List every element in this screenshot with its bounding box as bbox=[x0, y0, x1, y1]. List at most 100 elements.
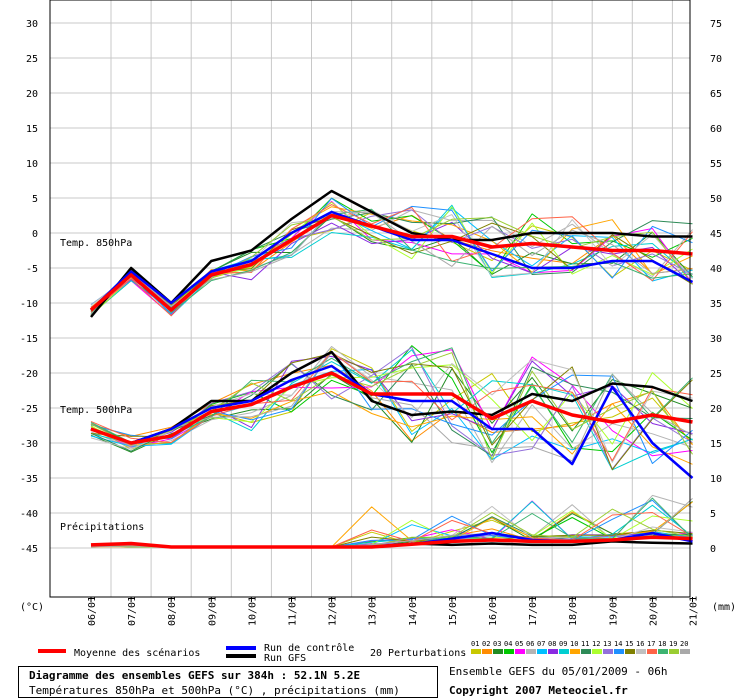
legend-label-gfs: Run GFS bbox=[264, 653, 306, 664]
right-tick-8: 35 bbox=[710, 299, 722, 310]
main-series-lines bbox=[89, 189, 694, 549]
x-tick-label-2: 08/01 bbox=[167, 596, 178, 626]
perturbation-legend-id-19: 19 bbox=[669, 640, 677, 648]
perturbation-legend-swatch-14 bbox=[614, 649, 624, 654]
left-tick-3: 15 bbox=[26, 124, 38, 135]
left-axis-ticks: 30 25 20 15 10 5 0 -5 -10 -15 -20 -25 -30 -35 -40 -45 bbox=[20, 19, 38, 555]
perturbation-legend-swatch-16 bbox=[636, 649, 646, 654]
perturbation-legend-swatch-17 bbox=[647, 649, 657, 654]
x-tick-label-3: 09/01 bbox=[207, 596, 218, 626]
legend-label-controle: Run de contrôle bbox=[264, 642, 354, 654]
left-tick-5: 5 bbox=[32, 194, 38, 205]
perturbation-legend-swatches: 01 02 03 04 05 06 07 08 09 10 11 12 13 14 15 16 17 18 19 20 bbox=[471, 640, 690, 654]
right-tick-4: 55 bbox=[710, 159, 722, 170]
x-tick-label-8: 14/01 bbox=[408, 596, 419, 626]
perturbation-legend-id-17: 17 bbox=[647, 640, 655, 648]
panel-label-t500: Temp. 500hPa bbox=[60, 405, 132, 416]
right-tick-5: 50 bbox=[710, 194, 722, 205]
right-tick-6: 45 bbox=[710, 229, 722, 240]
left-tick-11: -25 bbox=[20, 404, 38, 415]
series-moyenne-t850 bbox=[89, 213, 693, 312]
series-moyenne-precip bbox=[90, 535, 693, 549]
perturbation-legend-id-16: 16 bbox=[636, 640, 644, 648]
perturbation-legend-swatch-19 bbox=[669, 649, 679, 654]
left-tick-7: -5 bbox=[26, 264, 38, 275]
perturbation-legend-swatch-03 bbox=[493, 649, 503, 654]
perturbation-legend-swatch-13 bbox=[603, 649, 613, 654]
perturbation-legend-id-01: 01 bbox=[471, 640, 479, 648]
perturbation-legend-swatch-06 bbox=[526, 649, 536, 654]
perturbation-legend-id-15: 15 bbox=[625, 640, 633, 648]
perturbation-legend-swatch-07 bbox=[537, 649, 547, 654]
perturbation-legend-id-13: 13 bbox=[603, 640, 611, 648]
legend: Moyenne des scénarios Run de contrôle Ru… bbox=[38, 640, 690, 664]
perturbation-10-t500 bbox=[90, 391, 693, 465]
left-tick-9: -15 bbox=[20, 334, 38, 345]
perturbation-legend-swatch-04 bbox=[504, 649, 514, 654]
left-tick-1: 25 bbox=[26, 54, 38, 65]
x-axis-ticks: 06/01 07/01 08/01 09/01 10/01 11/01 12/01 13/01… bbox=[87, 596, 700, 626]
left-tick-13: -35 bbox=[20, 474, 38, 485]
left-tick-0: 30 bbox=[26, 19, 38, 30]
x-tick-label-13: 19/01 bbox=[608, 596, 619, 626]
x-tick-label-1: 07/01 bbox=[127, 596, 138, 626]
left-tick-10: -20 bbox=[20, 369, 38, 380]
x-tick-label-12: 18/01 bbox=[568, 596, 579, 626]
perturbation-legend-id-02: 02 bbox=[482, 640, 490, 648]
left-tick-6: 0 bbox=[32, 229, 38, 240]
perturbation-legend-id-07: 07 bbox=[537, 640, 545, 648]
perturbation-legend-swatch-11 bbox=[581, 649, 591, 654]
left-tick-8: -10 bbox=[20, 299, 38, 310]
plot-frame bbox=[49, 0, 691, 598]
right-tick-11: 20 bbox=[710, 404, 722, 415]
series-controle-t500 bbox=[90, 364, 694, 479]
left-tick-2: 20 bbox=[26, 89, 38, 100]
perturbation-07-t500 bbox=[90, 368, 693, 461]
perturbation-legend-swatch-18 bbox=[658, 649, 668, 654]
perturbation-legend-swatch-09 bbox=[559, 649, 569, 654]
perturbation-legend-id-04: 04 bbox=[504, 640, 512, 648]
legend-label-moyenne: Moyenne des scénarios bbox=[74, 647, 200, 659]
x-tick-label-15: 21/01 bbox=[689, 596, 700, 626]
perturbation-legend-id-05: 05 bbox=[515, 640, 523, 648]
right-tick-0: 75 bbox=[710, 19, 722, 30]
perturbation-legend-swatch-01 bbox=[471, 649, 481, 654]
x-tick-label-7: 13/01 bbox=[368, 596, 379, 626]
footer-box: Diagramme des ensembles GEFS sur 384h : … bbox=[18, 666, 438, 698]
x-tick-label-14: 20/01 bbox=[648, 596, 659, 626]
x-tick-label-0: 06/01 bbox=[87, 596, 98, 626]
left-tick-15: -45 bbox=[20, 544, 38, 555]
perturbation-legend-swatch-20 bbox=[680, 649, 690, 654]
ensemble-date: Ensemble GEFS du 05/01/2009 - 06h bbox=[449, 665, 668, 678]
perturbation-legend-swatch-12 bbox=[592, 649, 602, 654]
perturbation-18-t500 bbox=[90, 347, 693, 444]
right-tick-10: 25 bbox=[710, 369, 722, 380]
footer-title: Diagramme des ensembles GEFS sur 384h : … bbox=[29, 669, 361, 682]
perturbation-legend-id-14: 14 bbox=[614, 640, 622, 648]
series-moyenne-t500 bbox=[90, 371, 693, 445]
x-tick-label-10: 16/01 bbox=[488, 596, 499, 626]
perturbation-legend-swatch-05 bbox=[515, 649, 525, 654]
perturbation-legend-id-20: 20 bbox=[680, 640, 688, 648]
copyright: Copyright 2007 Meteociel.fr bbox=[449, 684, 628, 697]
left-axis-unit: (°C) bbox=[20, 602, 44, 613]
right-tick-12: 15 bbox=[710, 439, 722, 450]
legend-label-perturbations: 20 Perturbations bbox=[370, 648, 466, 659]
right-tick-7: 40 bbox=[710, 264, 722, 275]
perturbation-legend-id-06: 06 bbox=[526, 640, 534, 648]
perturbation-legend-id-03: 03 bbox=[493, 640, 501, 648]
perturbation-09-t500 bbox=[90, 349, 693, 471]
plot-area bbox=[50, 0, 690, 597]
right-tick-9: 30 bbox=[710, 334, 722, 345]
perturbation-legend-swatch-08 bbox=[548, 649, 558, 654]
perturbation-legend-id-10: 10 bbox=[570, 640, 578, 648]
perturbation-legend-swatch-10 bbox=[570, 649, 580, 654]
x-tick-label-5: 11/01 bbox=[288, 596, 299, 626]
right-tick-13: 10 bbox=[710, 474, 722, 485]
perturbation-legend-id-12: 12 bbox=[592, 640, 600, 648]
perturbation-legend-id-18: 18 bbox=[658, 640, 666, 648]
x-tick-label-11: 17/01 bbox=[528, 596, 539, 626]
right-tick-14: 5 bbox=[710, 509, 716, 520]
